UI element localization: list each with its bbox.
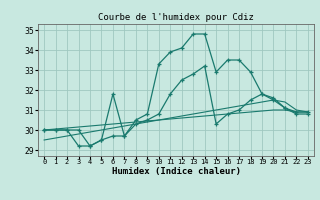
X-axis label: Humidex (Indice chaleur): Humidex (Indice chaleur) bbox=[111, 167, 241, 176]
Title: Courbe de l'humidex pour Cdiz: Courbe de l'humidex pour Cdiz bbox=[98, 13, 254, 22]
